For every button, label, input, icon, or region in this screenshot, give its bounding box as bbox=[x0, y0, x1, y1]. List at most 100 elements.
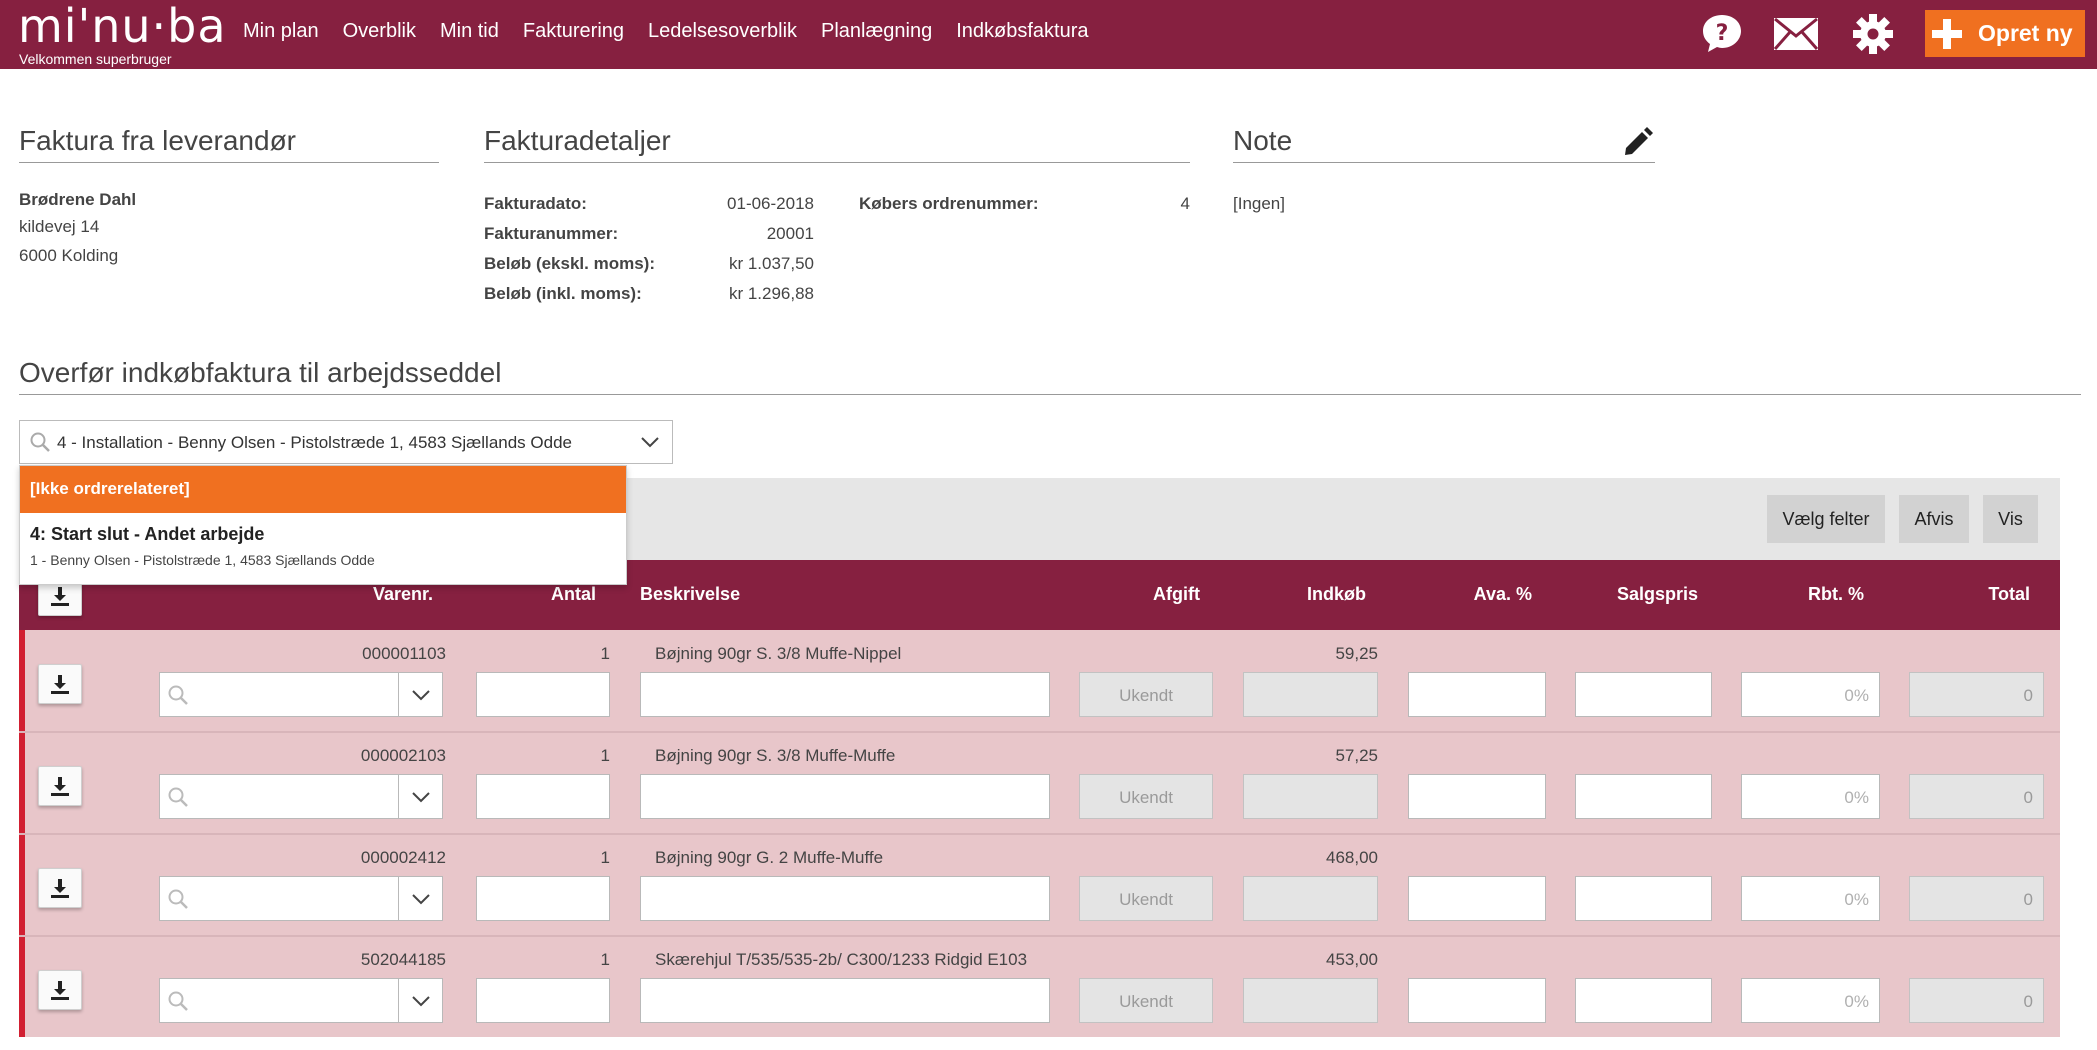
row-download-button[interactable] bbox=[38, 766, 82, 806]
divider bbox=[19, 935, 2060, 937]
row-rbt-input[interactable]: 0% bbox=[1741, 978, 1880, 1023]
invoice-number-value: 20001 bbox=[766, 224, 814, 243]
row-salgspris-input[interactable] bbox=[1575, 876, 1712, 921]
dropdown-option-order[interactable]: 4: Start slut - Andet arbejde 1 - Benny … bbox=[20, 514, 626, 584]
transfer-section-title: Overfør indkøbfaktura til arbejdsseddel bbox=[19, 357, 502, 388]
row-beskrivelse-input[interactable] bbox=[640, 876, 1050, 921]
show-button[interactable]: Vis bbox=[1983, 495, 2038, 543]
row-ava-input[interactable] bbox=[1408, 978, 1546, 1023]
gear-icon[interactable] bbox=[1849, 10, 1897, 58]
row-lookup-dropdown-button[interactable] bbox=[398, 775, 442, 818]
minuba-logo[interactable]: mi'nu·ba bbox=[18, 0, 227, 53]
column-header-afgift[interactable]: Afgift bbox=[1153, 584, 1200, 604]
row-indkob: 59,25 bbox=[1335, 644, 1378, 663]
nav-overblik[interactable]: Overblik bbox=[342, 20, 416, 42]
order-select[interactable]: 4 - Installation - Benny Olsen - Pistols… bbox=[19, 420, 673, 464]
top-navigation-bar: mi'nu·ba Velkommen superbruger Min plan … bbox=[0, 0, 2097, 69]
buyer-order-label: Købers ordrenummer: bbox=[859, 194, 1039, 213]
nav-indkobsfaktura[interactable]: Indkøbsfaktura bbox=[956, 20, 1089, 42]
amount-incl-vat-label: Beløb (inkl. moms): bbox=[484, 284, 642, 303]
row-ava-input[interactable] bbox=[1408, 876, 1546, 921]
row-salgspris-input[interactable] bbox=[1575, 774, 1712, 819]
row-antal-input[interactable] bbox=[476, 978, 610, 1023]
reject-button[interactable]: Afvis bbox=[1899, 495, 1969, 543]
row-antal: 1 bbox=[600, 950, 610, 969]
note-value: [Ingen] bbox=[1233, 194, 1285, 213]
note-section-title: Note bbox=[1233, 125, 1293, 156]
help-icon[interactable]: ? bbox=[1698, 10, 1746, 58]
choose-fields-button[interactable]: Vælg felter bbox=[1767, 495, 1885, 543]
row-varenr: 502044185 bbox=[360, 950, 446, 969]
row-varenr: 000001103 bbox=[362, 644, 446, 663]
row-antal-input[interactable] bbox=[476, 876, 610, 921]
dropdown-option-not-order-related[interactable]: [Ikke ordrerelateret] bbox=[20, 466, 626, 513]
column-header-salgspris[interactable]: Salgspris bbox=[1616, 584, 1698, 604]
row-lookup-dropdown-button[interactable] bbox=[398, 979, 442, 1022]
row-item-lookup[interactable] bbox=[159, 876, 443, 921]
row-beskrivelse-input[interactable] bbox=[640, 774, 1050, 819]
create-new-button[interactable]: Opret ny bbox=[1925, 10, 2085, 57]
row-total-placeholder: 0 bbox=[2023, 992, 2033, 1011]
row-item-lookup[interactable] bbox=[159, 774, 443, 819]
row-download-button[interactable] bbox=[38, 868, 82, 908]
buyer-order-value: 4 bbox=[1180, 194, 1190, 213]
invoice-date-value: 01-06-2018 bbox=[727, 194, 814, 213]
row-rbt-input[interactable]: 0% bbox=[1741, 876, 1880, 921]
row-download-button[interactable] bbox=[38, 664, 82, 704]
row-beskrivelse-input[interactable] bbox=[640, 672, 1050, 717]
nav-fakturering[interactable]: Fakturering bbox=[522, 20, 625, 42]
column-header-beskrivelse[interactable]: Beskrivelse bbox=[640, 584, 741, 604]
row-antal-input[interactable] bbox=[476, 774, 610, 819]
row-total-placeholder: 0 bbox=[2023, 890, 2033, 909]
row-beskrivelse: Bøjning 90gr S. 3/8 Muffe-Muffe bbox=[655, 746, 896, 765]
row-varenr: 000002412 bbox=[360, 848, 446, 867]
search-icon bbox=[30, 432, 50, 452]
supplier-street: kildevej 14 bbox=[19, 217, 100, 236]
nav-min-tid[interactable]: Min tid bbox=[439, 20, 499, 42]
row-rbt-placeholder: 0% bbox=[1844, 890, 1869, 909]
nav-min-plan[interactable]: Min plan bbox=[243, 20, 319, 42]
invoice-number-label: Fakturanummer: bbox=[484, 224, 619, 243]
row-salgspris-input[interactable] bbox=[1575, 978, 1712, 1023]
amount-excl-vat-label: Beløb (ekskl. moms): bbox=[484, 254, 655, 273]
plus-icon bbox=[1930, 17, 1964, 51]
column-header-ava[interactable]: Ava. % bbox=[1473, 584, 1532, 604]
row-lookup-dropdown-button[interactable] bbox=[398, 673, 442, 716]
chevron-down-icon bbox=[641, 437, 659, 448]
row-indkob-field bbox=[1243, 978, 1378, 1023]
row-varenr: 000002103 bbox=[360, 746, 446, 765]
row-rbt-input[interactable]: 0% bbox=[1741, 672, 1880, 717]
row-lookup-dropdown-button[interactable] bbox=[398, 877, 442, 920]
column-header-varenr[interactable]: Varenr. bbox=[372, 584, 433, 604]
row-item-lookup[interactable] bbox=[159, 978, 443, 1023]
chevron-down-icon bbox=[411, 893, 430, 904]
mail-icon[interactable] bbox=[1772, 10, 1820, 58]
edit-pencil-icon[interactable] bbox=[1620, 124, 1656, 160]
column-header-antal[interactable]: Antal bbox=[551, 584, 596, 604]
nav-planlaegning[interactable]: Planlægning bbox=[821, 20, 933, 42]
download-icon bbox=[51, 981, 69, 1000]
nav-ledelsesoverblik[interactable]: Ledelsesoverblik bbox=[648, 20, 798, 42]
row-item-lookup[interactable] bbox=[159, 672, 443, 717]
row-afgift-field: Ukendt bbox=[1079, 672, 1213, 717]
welcome-text: Velkommen superbruger bbox=[19, 51, 172, 67]
dropdown-option-title: 4: Start slut - Andet arbejde bbox=[30, 524, 265, 544]
dropdown-option-subtitle: 1 - Benny Olsen - Pistolstræde 1, 4583 S… bbox=[30, 552, 375, 568]
row-total-placeholder: 0 bbox=[2023, 788, 2033, 807]
row-beskrivelse-input[interactable] bbox=[640, 978, 1050, 1023]
supplier-section-title: Faktura fra leverandør bbox=[19, 125, 296, 156]
row-total-field: 0 bbox=[1909, 978, 2044, 1023]
row-ava-input[interactable] bbox=[1408, 774, 1546, 819]
main-nav: Min plan Overblik Min tid Fakturering Le… bbox=[243, 20, 1113, 43]
row-ava-input[interactable] bbox=[1408, 672, 1546, 717]
column-header-indkob[interactable]: Indkøb bbox=[1307, 584, 1366, 604]
row-salgspris-input[interactable] bbox=[1575, 672, 1712, 717]
details-section-title: Fakturadetaljer bbox=[484, 125, 671, 156]
row-antal-input[interactable] bbox=[476, 672, 610, 717]
download-icon bbox=[51, 587, 69, 606]
column-header-total[interactable]: Total bbox=[1988, 584, 2030, 604]
search-icon bbox=[168, 889, 188, 909]
row-rbt-input[interactable]: 0% bbox=[1741, 774, 1880, 819]
column-header-rbt[interactable]: Rbt. % bbox=[1808, 584, 1864, 604]
row-download-button[interactable] bbox=[38, 970, 82, 1010]
